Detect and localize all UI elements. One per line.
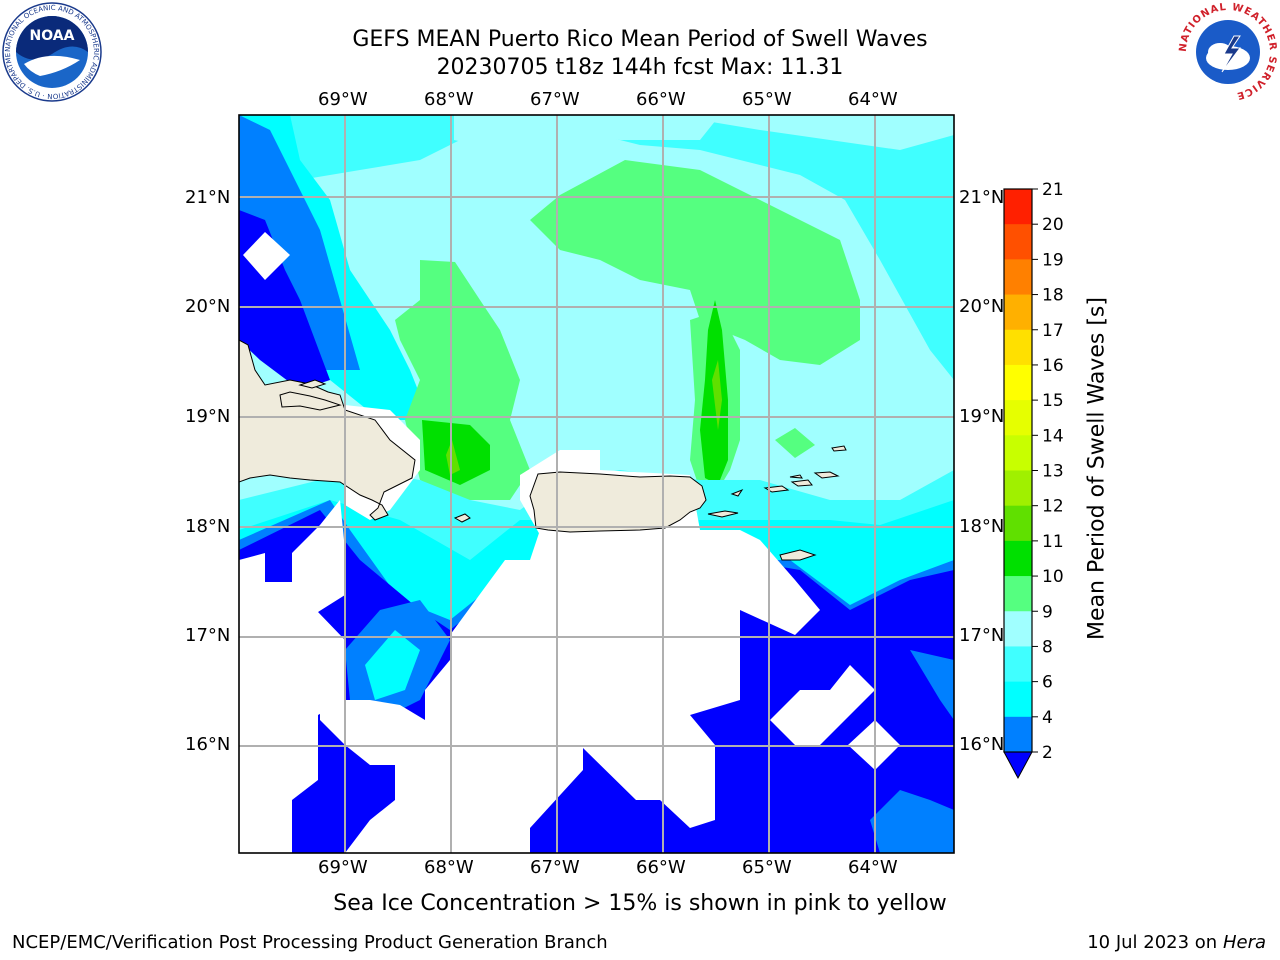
st-croix-island <box>779 549 817 561</box>
noaa-logo-text: NOAA <box>30 28 75 44</box>
colorbar-tick-label: 20 <box>1042 215 1064 235</box>
colorbar-tick-label: 17 <box>1042 321 1064 341</box>
colorbar-segment <box>1004 611 1032 647</box>
colorbar-tick-label: 6 <box>1042 673 1053 693</box>
colorbar-tick-label: 9 <box>1042 602 1053 622</box>
lon-label: 67°W <box>530 89 580 110</box>
lon-label: 68°W <box>424 857 474 878</box>
sea-ice-caption: Sea Ice Concentration > 15% is shown in … <box>333 891 947 916</box>
lat-label: 21°N <box>959 187 1005 208</box>
footer-date: 10 Jul 2023 on Hera <box>1087 932 1266 953</box>
colorbar-segment <box>1004 505 1032 542</box>
colorbar-tick-label: 14 <box>1042 426 1064 446</box>
colorbar-segment <box>1004 470 1032 507</box>
colorbar-tick-label: 15 <box>1042 391 1064 411</box>
noaa-logo: NATIONAL OCEANIC AND ATMOSPHERIC ADMINIS… <box>0 0 102 102</box>
lon-label: 65°W <box>742 89 792 110</box>
virgin-islands <box>763 445 847 493</box>
nodata-south-central <box>320 530 820 853</box>
colorbar-segment <box>1004 681 1032 718</box>
lon-label: 64°W <box>848 857 898 878</box>
colorbar-tick-label: 8 <box>1042 637 1053 657</box>
map-frame <box>238 114 955 854</box>
colorbar-segment <box>1004 364 1032 401</box>
colorbar-tick-label: 12 <box>1042 497 1064 517</box>
footer-host: Hera <box>1222 932 1266 953</box>
lat-label: 20°N <box>185 296 231 317</box>
colorbar: 2 4 6 8 9 10 11 12 13 14 15 16 17 18 19 20 21 <box>1003 180 1064 780</box>
period-9-10-north-lobe <box>530 160 860 365</box>
colorbar-segment <box>1004 259 1032 296</box>
period-10-11-west <box>422 420 490 485</box>
colorbar-segment <box>1004 540 1032 577</box>
colorbar-segment <box>1004 329 1032 366</box>
lat-label: 19°N <box>185 406 231 427</box>
colorbar-tick-label: 11 <box>1042 532 1064 552</box>
lat-label: 17°N <box>959 625 1005 646</box>
colorbar-tick-label: 4 <box>1042 708 1053 728</box>
lat-label: 19°N <box>959 406 1005 427</box>
nws-logo: NATIONAL WEATHER SERVICE <box>1178 2 1278 102</box>
colorbar-tick-label: 2 <box>1042 743 1053 763</box>
contour-layer <box>239 115 954 853</box>
colorbar-tick-label: 18 <box>1042 286 1064 306</box>
colorbar-segment <box>1004 646 1032 683</box>
colorbar-label: Mean Period of Swell Waves [s] <box>1084 297 1110 640</box>
lon-label: 69°W <box>318 89 368 110</box>
hispaniola-land <box>239 339 416 521</box>
lat-label: 16°N <box>959 734 1005 755</box>
mona-island <box>453 513 471 523</box>
colorbar-tick-label: 21 <box>1042 180 1064 200</box>
colorbar-segment <box>1004 576 1032 612</box>
lat-label: 16°N <box>185 734 231 755</box>
colorbar-tick-label: 19 <box>1042 250 1064 270</box>
lon-label: 66°W <box>636 89 686 110</box>
vieques-island <box>707 510 739 518</box>
lon-label: 69°W <box>318 857 368 878</box>
footer-date-text: 10 Jul 2023 on <box>1087 932 1223 953</box>
lon-label: 64°W <box>848 89 898 110</box>
colorbar-tick-label: 16 <box>1042 356 1064 376</box>
map-gridlines <box>239 115 954 853</box>
map-title-line1: GEFS MEAN Puerto Rico Mean Period of Swe… <box>352 27 928 52</box>
colorbar-segments <box>1003 188 1033 780</box>
nodata-patch-nw <box>243 232 290 280</box>
lat-label: 17°N <box>185 625 231 646</box>
colorbar-segment <box>1004 400 1032 436</box>
colorbar-segment <box>1004 716 1032 753</box>
lon-label: 68°W <box>424 89 474 110</box>
colorbar-tick-label: 10 <box>1042 567 1064 587</box>
colorbar-segment <box>1004 224 1032 260</box>
colorbar-segment <box>1004 435 1032 471</box>
lon-label: 67°W <box>530 857 580 878</box>
lat-label: 18°N <box>959 516 1005 537</box>
nodata-patch-se1 <box>770 665 875 745</box>
colorbar-tick-label: 13 <box>1042 462 1064 482</box>
lon-label: 66°W <box>636 857 686 878</box>
colorbar-segment <box>1004 189 1032 225</box>
colorbar-extend-arrow <box>1003 751 1033 780</box>
lat-label: 20°N <box>959 296 1005 317</box>
colorbar-ticks: 2 4 6 8 9 10 11 12 13 14 15 16 17 18 19 20 21 <box>1032 180 1064 763</box>
lon-label: 65°W <box>742 857 792 878</box>
lat-label: 21°N <box>185 187 231 208</box>
footer-branch: NCEP/EMC/Verification Post Processing Pr… <box>12 932 608 953</box>
lat-label: 18°N <box>185 516 231 537</box>
map-title-line2: 20230705 t18z 144h fcst Max: 11.31 <box>436 55 844 80</box>
colorbar-segment <box>1004 294 1032 331</box>
